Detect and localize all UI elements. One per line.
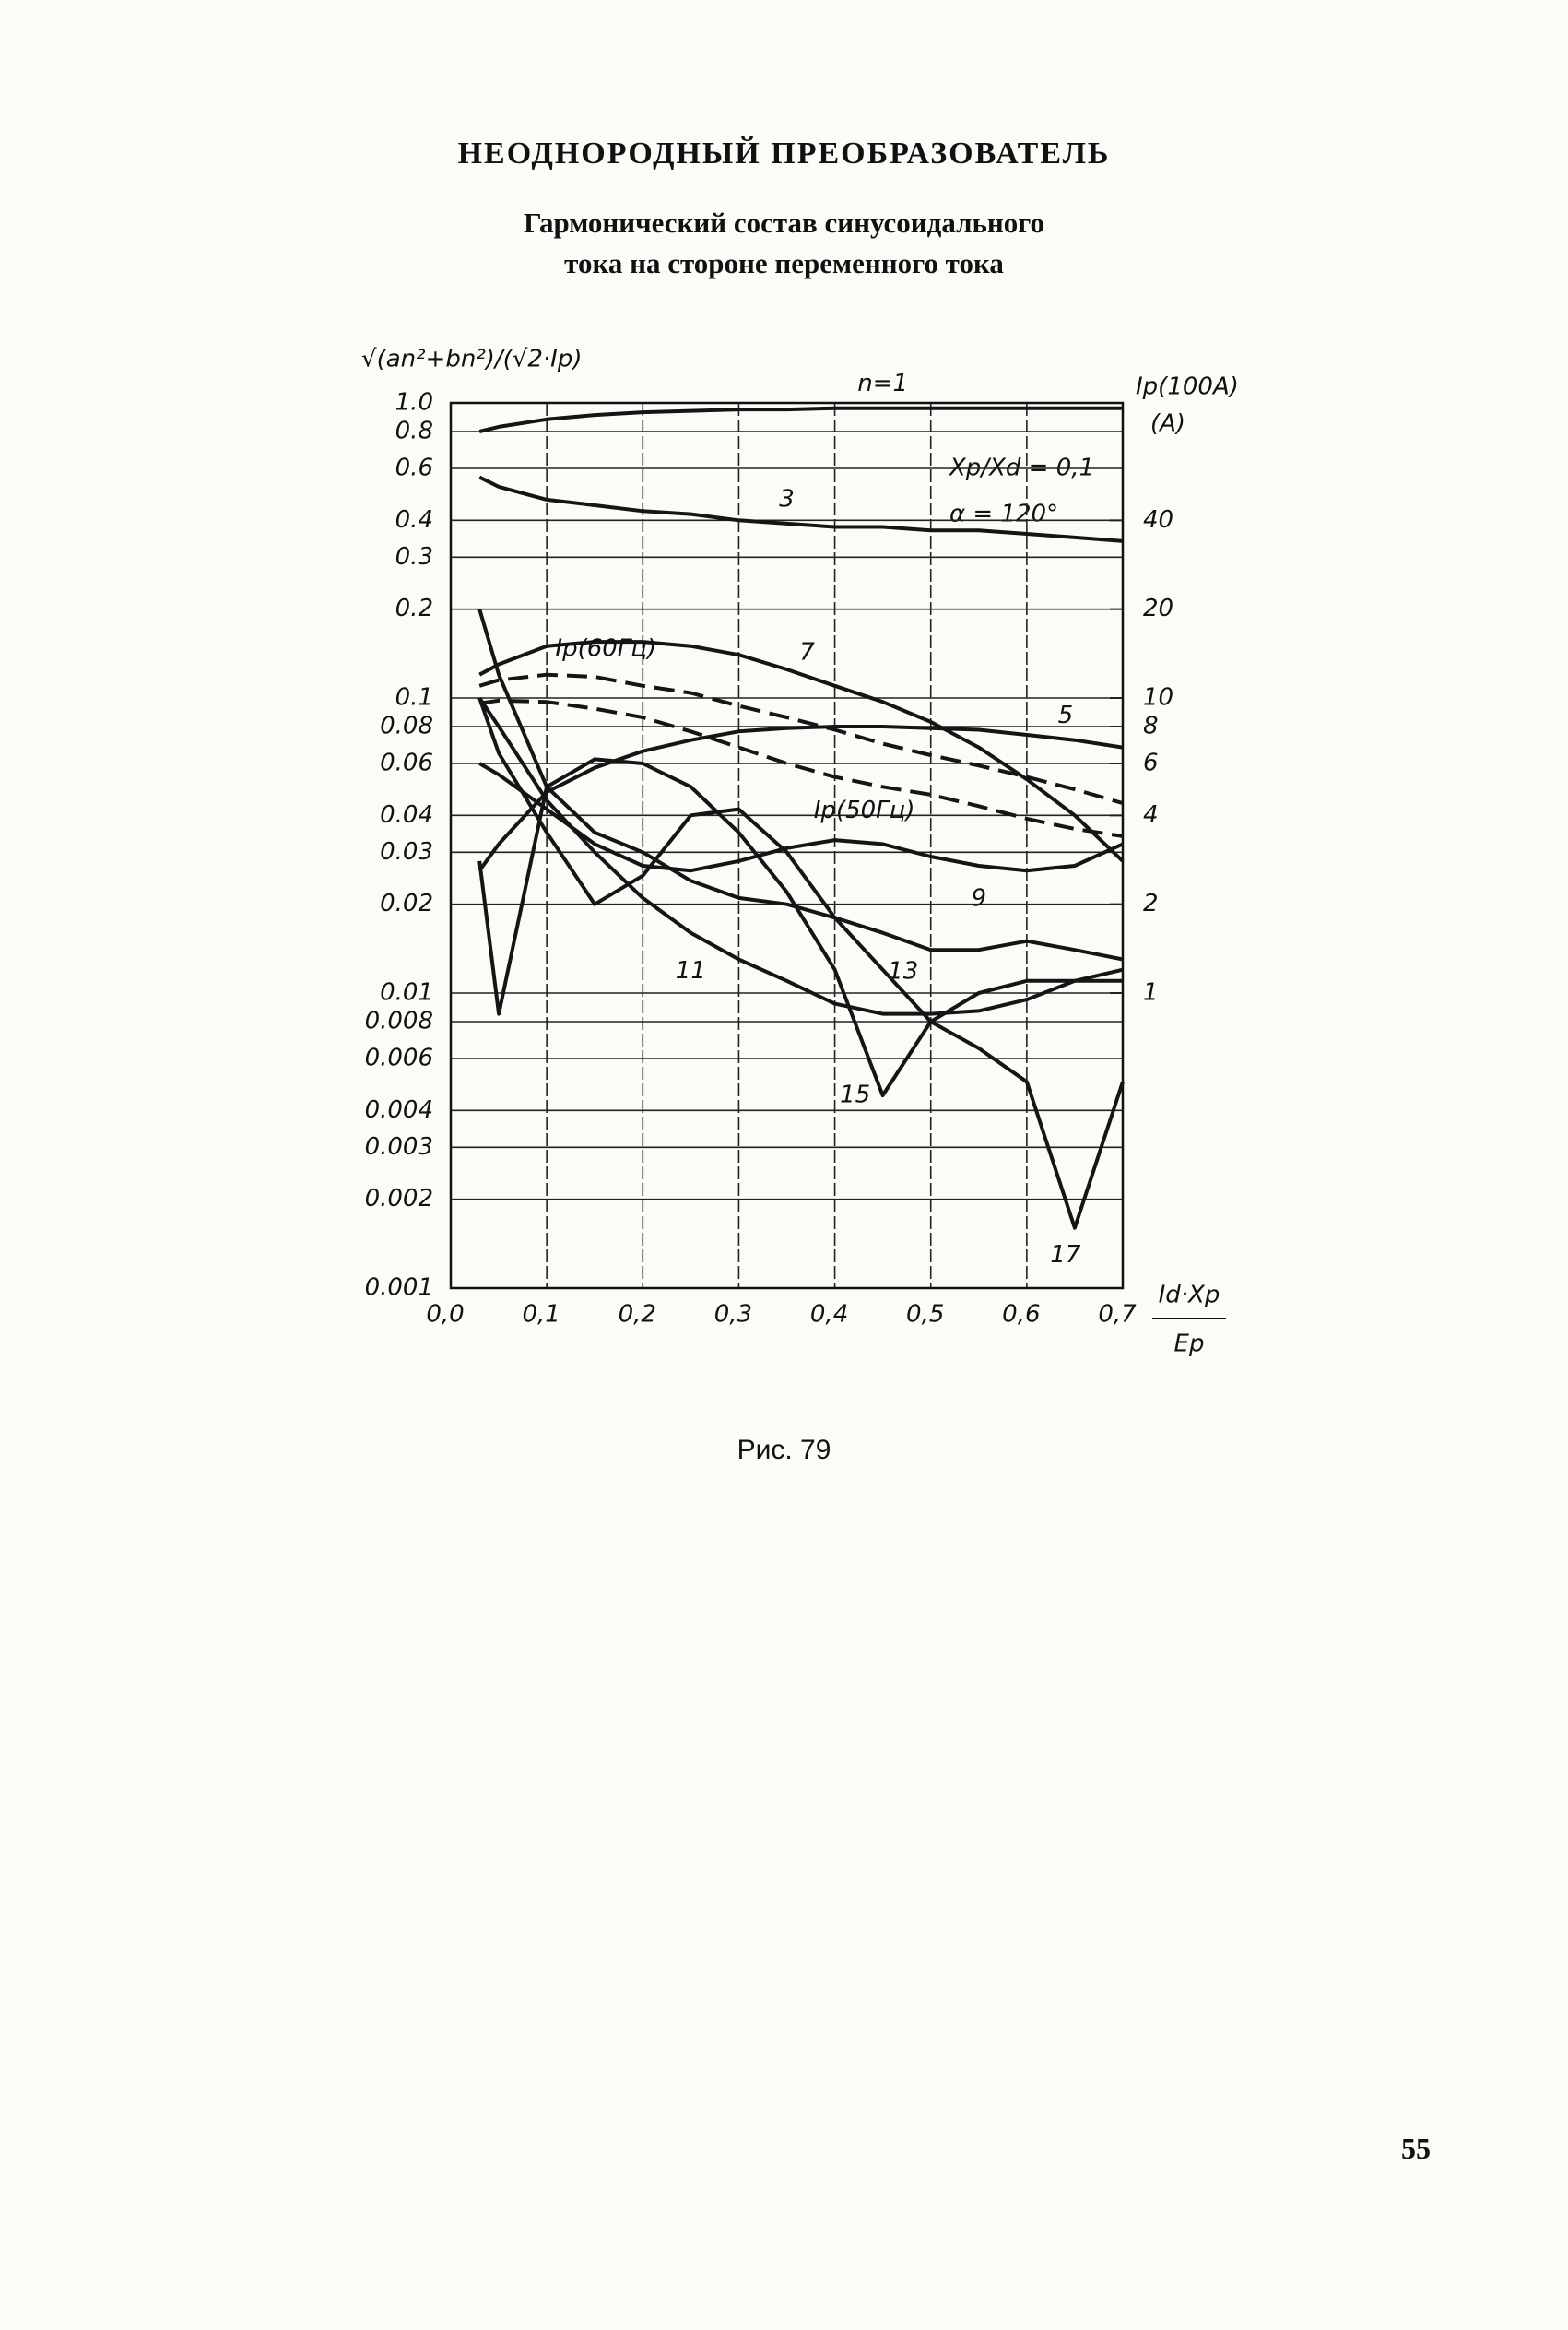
y-tick-label: 0.03 (380, 838, 433, 866)
y-tick-label: 0.8 (395, 418, 433, 445)
chart: √(an²+bn²)/(√2·Ip) Ip(100A) (A) Id·Xp Ep… (361, 346, 1239, 1358)
series-label: 5 (1058, 702, 1074, 729)
y-tick-label: 0.3 (395, 543, 433, 571)
y-tick-label: 0.2 (395, 595, 433, 622)
annotation: α = 120° (949, 501, 1058, 528)
series-label: 17 (1050, 1241, 1081, 1269)
series-label: 3 (779, 485, 795, 513)
y-axis-label: √(an²+bn²)/(√2·Ip) (361, 346, 582, 373)
series-line (478, 698, 1124, 838)
y-tick-label: 0.4 (395, 506, 433, 534)
series-line (477, 696, 1124, 1016)
series-label: Ip(60Гц) (555, 634, 656, 662)
y-tick-label: 0.002 (365, 1185, 433, 1212)
page-number: 55 (1401, 2132, 1431, 2165)
heading: НЕОДНОРОДНЫЙ ПРЕОБРАЗОВАТЕЛЬ (457, 136, 1111, 171)
x-tick-label: 0,5 (906, 1301, 944, 1329)
y2-tick-label: 1 (1143, 979, 1159, 1007)
y2-tick-label: 10 (1143, 684, 1173, 712)
x-tick-label: 0,7 (1098, 1301, 1137, 1329)
series-line (477, 725, 1124, 872)
series-label: 11 (676, 957, 706, 985)
y-tick-label: 0.004 (365, 1096, 433, 1124)
x-tick-label: 0,2 (619, 1301, 656, 1329)
series-line (477, 609, 1124, 962)
series-line (478, 406, 1123, 433)
x-tick-label: 0,3 (714, 1301, 752, 1329)
y2-tick-label: 6 (1143, 749, 1159, 776)
x-axis-label: Id·Xp (1159, 1282, 1220, 1309)
series-label: Ip(50Гц) (814, 797, 915, 824)
series-line (478, 672, 1124, 806)
y2-tick-label: 8 (1143, 713, 1159, 740)
y-tick-label: 0.01 (380, 979, 433, 1007)
y2-tick-label: 20 (1143, 595, 1173, 622)
plot-frame (449, 401, 1125, 1290)
x-tick-label: 0,0 (426, 1301, 464, 1329)
x-tick-label: 0,6 (1002, 1301, 1040, 1329)
series-line (478, 475, 1124, 543)
y-tick-label: 0.6 (395, 454, 433, 481)
y2-axis-label: (A) (1150, 410, 1185, 438)
y2-axis-label: Ip(100A) (1136, 373, 1239, 401)
series-line (477, 697, 1125, 1230)
series-label: 9 (972, 884, 987, 912)
series-line (477, 757, 1123, 1097)
y-tick-label: 0.06 (380, 749, 433, 776)
y-tick-label: 0.1 (395, 684, 433, 712)
y-tick-label: 1.0 (395, 389, 433, 417)
series-label: n=1 (857, 370, 908, 397)
x-tick-label: 0,1 (522, 1301, 560, 1329)
subtitle: тока на стороне переменного тока (564, 247, 1004, 279)
subtitle: Гармонический состав синусоидального (523, 207, 1045, 239)
series-line (478, 640, 1125, 863)
y-tick-label: 0.003 (365, 1133, 433, 1161)
y2-tick-label: 2 (1143, 890, 1159, 917)
y-tick-label: 0.006 (365, 1044, 433, 1071)
series-label: 15 (840, 1081, 870, 1108)
series-line (478, 762, 1124, 873)
caption: Рис. 79 (737, 1435, 831, 1465)
y2-tick-label: 4 (1143, 801, 1159, 829)
y-tick-label: 0.08 (380, 713, 433, 740)
y-tick-label: 0.001 (365, 1274, 433, 1302)
y-tick-label: 0.04 (380, 801, 433, 829)
series-label: 7 (799, 638, 815, 666)
y-tick-label: 0.008 (365, 1008, 433, 1035)
y2-tick-label: 40 (1143, 506, 1173, 534)
x-tick-label: 0,4 (810, 1301, 848, 1329)
x-axis-label: Ep (1174, 1331, 1205, 1358)
y-tick-label: 0.02 (380, 890, 433, 917)
